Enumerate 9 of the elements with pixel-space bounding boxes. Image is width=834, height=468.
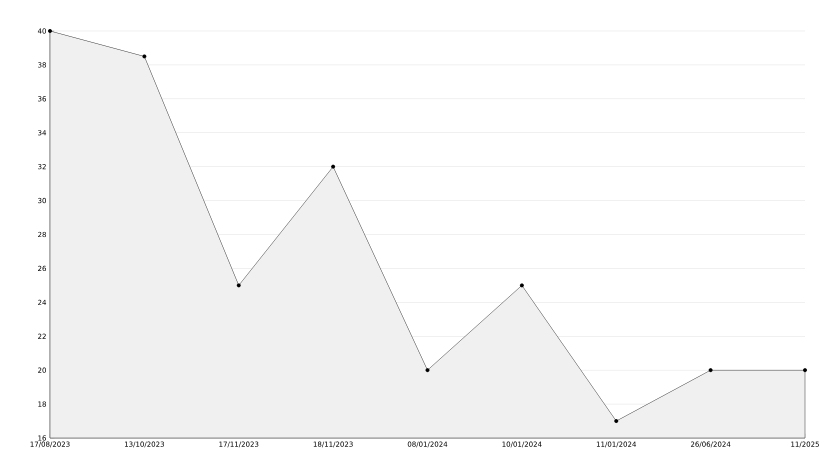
point [142, 54, 146, 58]
point [803, 368, 808, 372]
point [708, 368, 713, 372]
point [426, 368, 430, 372]
point [331, 164, 336, 169]
point [236, 283, 241, 288]
point [614, 419, 618, 424]
point [48, 28, 52, 33]
point [520, 283, 524, 288]
